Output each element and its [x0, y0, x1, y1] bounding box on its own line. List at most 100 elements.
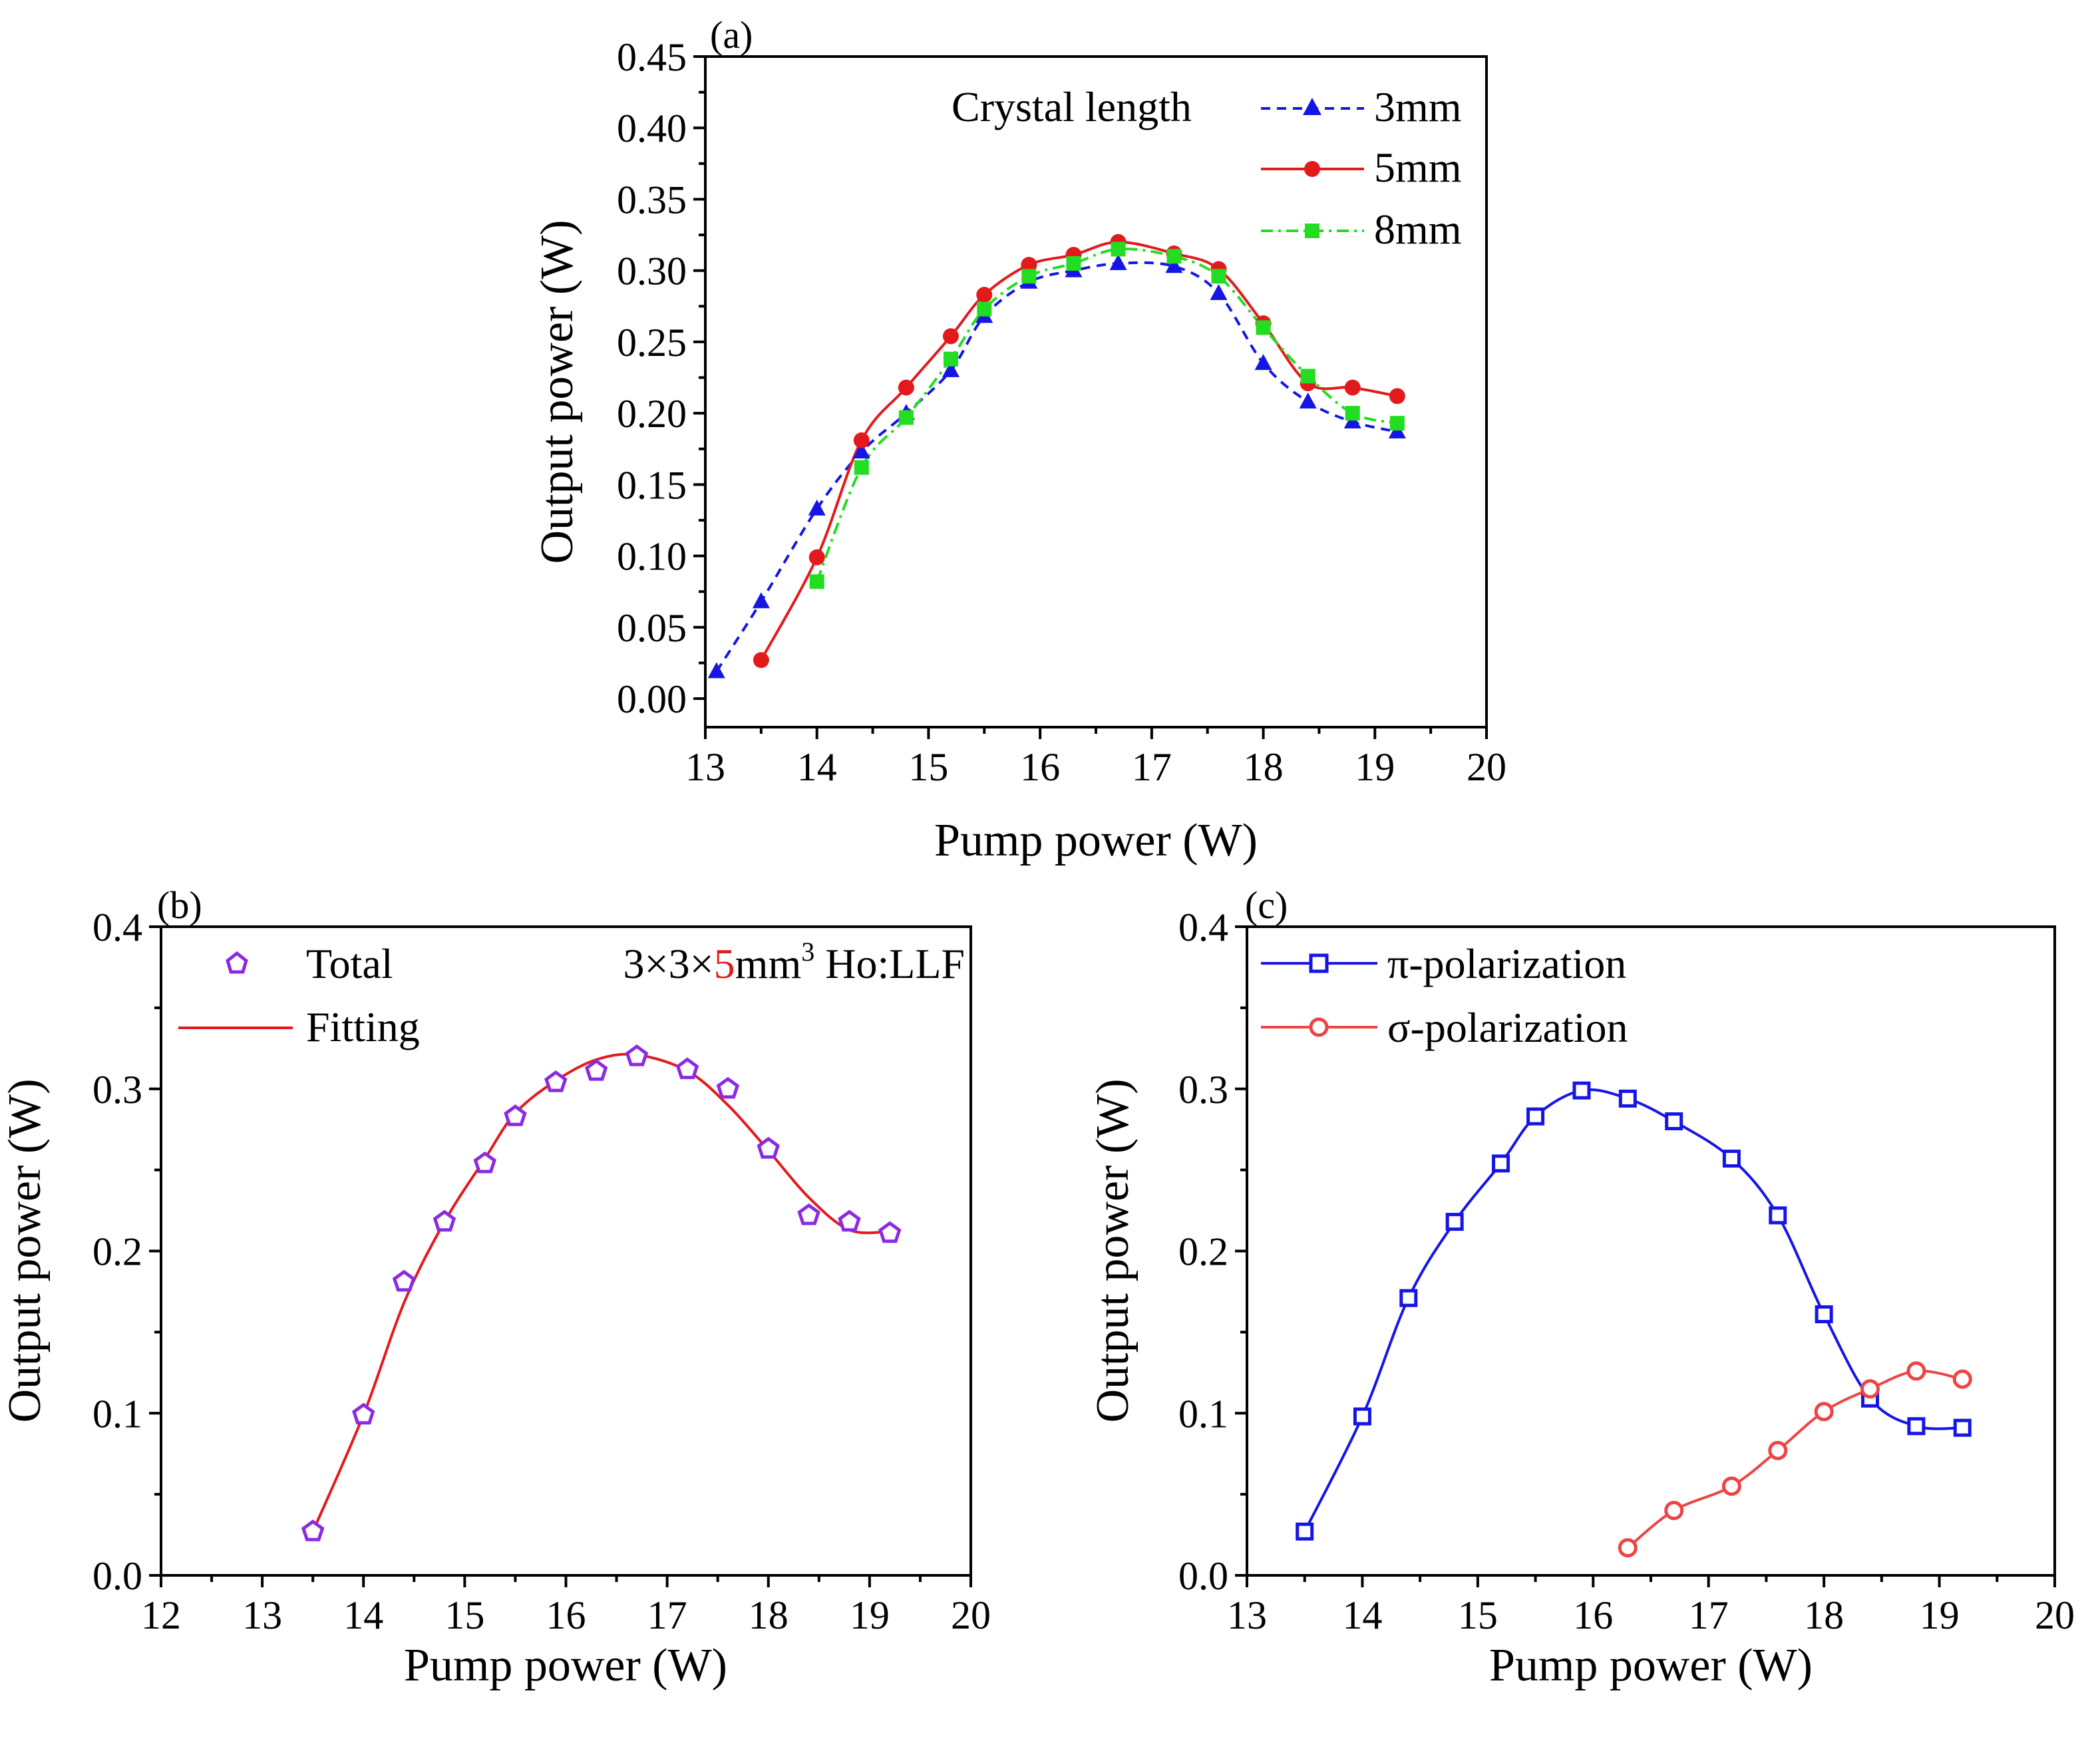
data-point-c--polarization	[1618, 1538, 1638, 1558]
x-tick-label-a: 20	[1467, 745, 1506, 789]
data-point-a-8mm	[1345, 406, 1360, 421]
data-point-b-total	[675, 1057, 699, 1080]
y-tick-label-c: 0.2	[1178, 1230, 1228, 1274]
data-point-b-total	[716, 1076, 740, 1099]
x-tick-label-b: 17	[647, 1593, 687, 1637]
legend-c: π-polarization σ-polarization	[1261, 940, 1628, 1051]
data-point-a-3mm	[1299, 393, 1317, 409]
data-point-a-5mm	[1389, 388, 1405, 404]
legend-marker-pi	[1309, 953, 1329, 973]
panel-label-c: (c)	[1245, 883, 1288, 927]
data-point-a-8mm	[809, 574, 824, 589]
data-point-c--polarization	[1769, 1206, 1787, 1225]
panel-label-a: (a)	[710, 13, 753, 57]
x-tick-label-b: 14	[343, 1593, 383, 1637]
plot-frame-b	[160, 925, 972, 1577]
legend-label-pi: π-polarization	[1387, 940, 1626, 987]
x-tick-label-b: 12	[141, 1593, 181, 1637]
y-tick-label-a: 0.05	[617, 606, 687, 650]
series-line-b-fitting	[311, 1052, 890, 1532]
x-axis-label-c: Pump power (W)	[1489, 1640, 1813, 1691]
data-point-a-5mm	[853, 432, 870, 448]
data-point-c--polarization	[1953, 1418, 1972, 1437]
data-point-a-5mm	[753, 652, 769, 669]
series-c	[1296, 1081, 1972, 1558]
x-tick-label-a: 19	[1355, 745, 1395, 789]
data-point-b-total	[473, 1151, 497, 1174]
data-point-a-5mm	[942, 328, 959, 345]
plot-area-a: 13 14 15 16 17 18 19 20 0.00 0.05 0.10 0.15 0.20 0.25…	[617, 35, 1506, 789]
data-point-c--polarization	[1860, 1379, 1880, 1399]
x-tick-label-c: 20	[2035, 1593, 2075, 1637]
x-tick-label-a: 17	[1132, 745, 1172, 789]
legend-label-fitting: Fitting	[306, 1003, 420, 1050]
data-point-c--polarization	[1722, 1150, 1741, 1168]
legend-label-sigma: σ-polarization	[1387, 1004, 1628, 1051]
legend-label-5mm: 5mm	[1374, 144, 1462, 191]
x-tick-label-a: 13	[685, 745, 725, 789]
x-tick-label-c: 16	[1573, 1593, 1613, 1637]
y-axis-label-c: Output power (W)	[1087, 1078, 1138, 1422]
y-tick-label-a: 0.40	[617, 106, 687, 150]
data-point-b-total	[352, 1402, 375, 1425]
x-axis-label-b: Pump power (W)	[404, 1640, 727, 1691]
panel-c: (c) 13 14 15 16 17 18 19 20 0.0 0.1 0.2 0.3 0.4 Pump…	[1087, 883, 2075, 1691]
data-point-a-5mm	[898, 379, 914, 396]
y-tick-label-a: 0.00	[617, 677, 687, 721]
x-tick-label-c: 18	[1804, 1593, 1844, 1637]
sample-annotation: 3×3×5mm3 Ho:LLF	[623, 937, 965, 987]
legend-label-8mm: 8mm	[1374, 206, 1462, 253]
y-tick-label-a: 0.10	[617, 535, 687, 579]
legend-marker-sigma	[1309, 1017, 1329, 1037]
y-tick-label-a: 0.15	[617, 463, 687, 507]
y-tick-label-b: 0.3	[92, 1068, 142, 1112]
y-tick-label-c: 0.3	[1178, 1068, 1228, 1112]
data-point-a-8mm	[1300, 369, 1315, 384]
data-point-a-3mm	[1254, 354, 1272, 371]
data-point-a-8mm	[943, 351, 958, 367]
panel-label-b: (b)	[157, 883, 202, 927]
data-point-c--polarization	[1526, 1107, 1545, 1126]
data-point-c--polarization	[1492, 1154, 1510, 1173]
y-axis-label-a: Output power (W)	[532, 220, 583, 563]
legend-title-a: Crystal length	[952, 83, 1192, 130]
y-tick-label-b: 0.2	[92, 1230, 142, 1274]
x-tick-label-b: 19	[850, 1593, 890, 1637]
y-tick-label-b: 0.1	[92, 1392, 142, 1436]
plot-frame-c	[1246, 925, 2056, 1577]
data-point-a-8mm	[1021, 269, 1037, 284]
data-point-a-8mm	[898, 410, 914, 425]
legend-b: Total Fitting 3×3×5mm3 Ho:LLF	[178, 937, 965, 1050]
data-point-c--polarization	[1952, 1369, 1972, 1389]
x-tick-label-b: 15	[444, 1593, 484, 1637]
data-point-c--polarization	[1572, 1081, 1591, 1100]
data-point-a-8mm	[1389, 416, 1405, 431]
data-point-c--polarization	[1665, 1112, 1683, 1130]
data-point-a-8mm	[1066, 255, 1081, 271]
x-tick-label-a: 18	[1244, 745, 1284, 789]
legend-marker-8mm	[1305, 224, 1319, 238]
x-tick-label-c: 15	[1458, 1593, 1498, 1637]
x-tick-label-b: 13	[242, 1593, 282, 1637]
data-point-b-total	[838, 1209, 861, 1232]
data-point-b-total	[504, 1104, 527, 1126]
data-point-b-total	[625, 1044, 649, 1066]
data-point-c--polarization	[1814, 1402, 1834, 1422]
series-a	[707, 234, 1406, 679]
data-point-b-total	[878, 1221, 902, 1243]
data-point-c--polarization	[1353, 1407, 1371, 1426]
plot-area-b: 12 13 14 15 16 17 18 19 20 0.0 0.1 0.2 0.3 0.4	[92, 905, 991, 1637]
data-point-a-8mm	[1166, 249, 1182, 264]
legend-marker-3mm	[1303, 98, 1321, 115]
data-point-c--polarization	[1906, 1361, 1926, 1381]
data-point-a-3mm	[852, 442, 870, 459]
y-tick-label-a: 0.25	[617, 321, 687, 365]
data-point-b-total	[301, 1519, 325, 1541]
data-point-a-3mm	[752, 592, 770, 609]
series-line-a-5mm	[760, 240, 1398, 661]
data-point-a-8mm	[977, 301, 992, 317]
data-point-a-8mm	[1256, 320, 1271, 335]
data-point-a-3mm	[707, 662, 725, 679]
data-point-a-3mm	[1165, 257, 1183, 273]
